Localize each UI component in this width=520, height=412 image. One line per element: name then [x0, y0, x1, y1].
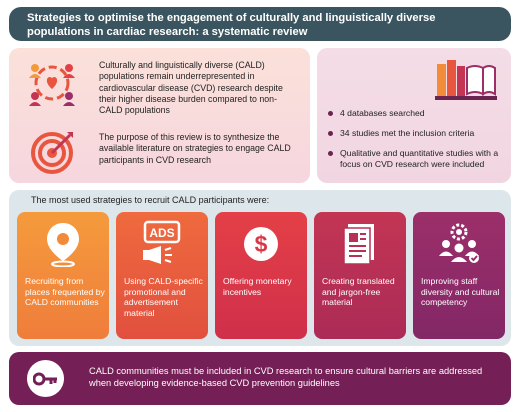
strategy-label: Creating translated and jargon-free mate… — [322, 276, 395, 308]
svg-text:ADS: ADS — [149, 226, 174, 240]
bullet-dot — [328, 111, 333, 116]
list-item: Qualitative and quantitative studies wit… — [327, 148, 507, 170]
intro-panel: Culturally and linguistically diverse (C… — [9, 48, 310, 183]
conclusion-banner: CALD communities must be included in CVD… — [9, 352, 511, 405]
list-item: 4 databases searched — [327, 108, 507, 119]
strategy-label: Recruiting from places frequented by CAL… — [25, 276, 105, 308]
intro-paragraph-1: Culturally and linguistically diverse (C… — [99, 60, 283, 116]
strategy-card-incentives: $ Offering monetary incentives — [215, 212, 307, 339]
location-pin-icon — [17, 218, 109, 270]
strategy-label: Offering monetary incentives — [223, 276, 292, 297]
books-icon — [435, 54, 497, 104]
strategies-heading: The most used strategies to recruit CALD… — [31, 195, 270, 205]
team-gear-icon — [413, 218, 505, 270]
strategy-card-staff: Improving staff diversity and cultural c… — [413, 212, 505, 339]
page-title: Strategies to optimise the engagement of… — [27, 12, 436, 38]
strategy-label: Improving staff diversity and cultural c… — [421, 276, 500, 308]
document-icon — [314, 218, 406, 270]
intro-paragraph-2: The purpose of this review is to synthes… — [99, 132, 291, 165]
summary-bullets: 4 databases searched 34 studies met the … — [327, 108, 507, 179]
key-icon — [27, 360, 64, 397]
summary-panel: 4 databases searched 34 studies met the … — [317, 48, 511, 183]
strategy-card-translated: Creating translated and jargon-free mate… — [314, 212, 406, 339]
target-dart-icon — [25, 126, 79, 180]
ads-megaphone-icon: ADS — [116, 218, 208, 270]
svg-text:$: $ — [255, 231, 268, 257]
strategy-label: Using CALD-specific promotional and adve… — [124, 276, 203, 318]
dollar-coin-icon: $ — [215, 218, 307, 270]
list-item: 34 studies met the inclusion criteria — [327, 128, 507, 139]
bullet-dot — [328, 151, 333, 156]
strategies-panel: The most used strategies to recruit CALD… — [9, 190, 511, 346]
conclusion-text: CALD communities must be included in CVD… — [89, 366, 483, 388]
bullet-dot — [328, 131, 333, 136]
strategy-card-places: Recruiting from places frequented by CAL… — [17, 212, 109, 339]
diverse-people-heart-icon — [25, 56, 79, 110]
strategy-card-promotional: ADS Using CALD-specific promotional and … — [116, 212, 208, 339]
title-banner: Strategies to optimise the engagement of… — [9, 7, 511, 41]
